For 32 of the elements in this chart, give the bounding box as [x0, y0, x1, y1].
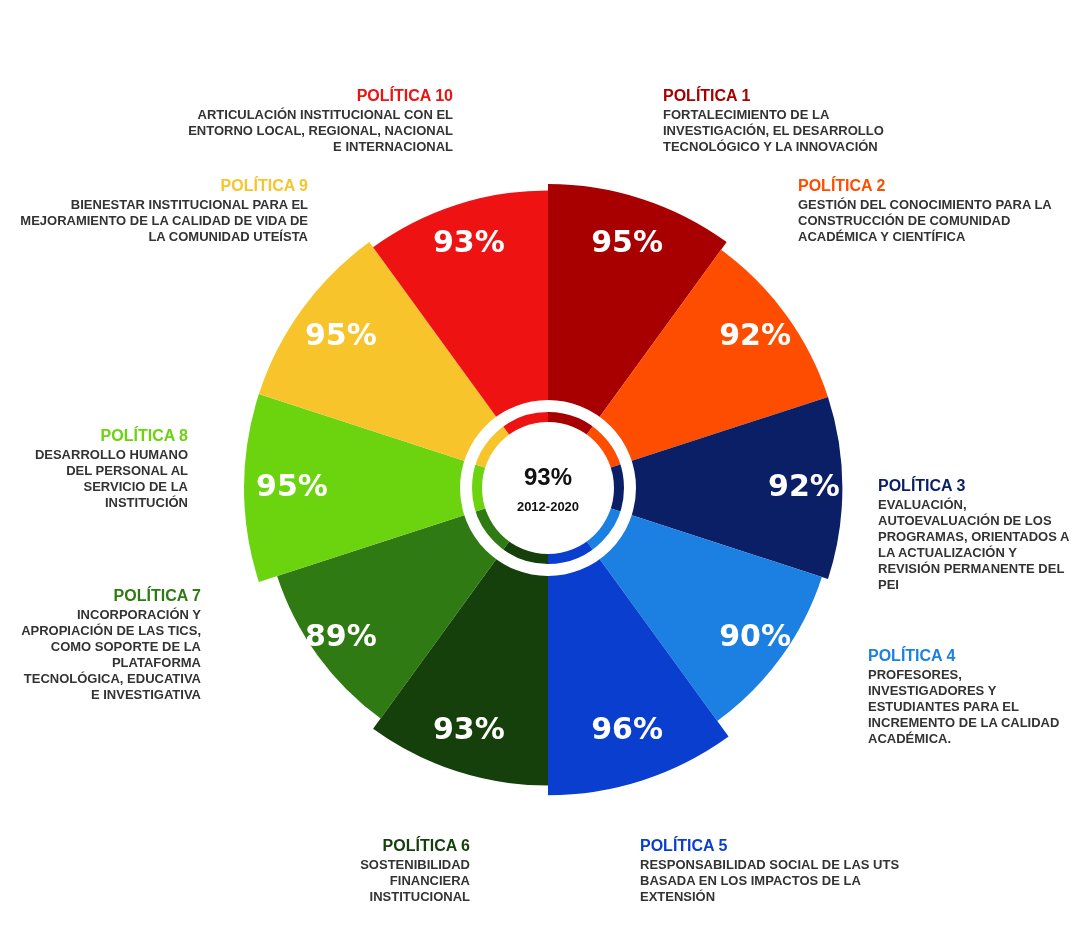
data-label: 93%: [432, 711, 505, 747]
text: DESARROLLO HUMANO DEL PERSONAL AL SERVICIO DE LA INSTITUCIÓN: [33, 447, 188, 511]
data-label: 90%: [719, 618, 792, 654]
category-label: POLÍTICA 10: [355, 87, 453, 104]
category-label: POLÍTICA 1: [663, 87, 752, 104]
text: 2012-2020: [516, 498, 580, 514]
text: 93%: [523, 462, 573, 491]
data-label: 92%: [719, 317, 792, 353]
text: INCORPORACIÓN Y APROPIACIÓN DE LAS TICS, COMO SOPORTE DE LA PLATAFORMA TECNOLÓGICA, EDUCATIVA E INVESTIGATIVA: [20, 607, 201, 703]
data-label: 89%: [304, 618, 377, 654]
data-label: 95%: [256, 467, 328, 503]
data-label: 95%: [591, 224, 664, 260]
text: FORTALECIMIENTO DE LA INVESTIGACIÓN, EL DESARROLLO TECNOLÓGICO Y LA INNOVACIÓN: [663, 107, 885, 155]
text: PROFESORES, INVESTIGADORES Y ESTUDIANTES PARA EL INCREMENTO DE LA CALIDAD ACADÉMICA.: [868, 667, 1061, 747]
data-label: 92%: [768, 467, 840, 503]
data-label: 96%: [591, 711, 664, 747]
category-label: POLÍTICA 8: [99, 427, 188, 444]
category-label: POLÍTICA 5: [640, 837, 729, 854]
text: EVALUACIÓN, AUTOEVALUACIÓN DE LOS PROGRAMAS, ORIENTADOS A LA ACTUALIZACIÓN Y REVISIÓN PERMANENTE DEL PEI: [878, 497, 1070, 593]
category-label: POLÍTICA 3: [878, 477, 967, 494]
category-label: POLÍTICA 2: [798, 177, 887, 194]
text: ARTICULACIÓN INSTITUCIONAL CON EL ENTORNO LOCAL, REGIONAL, NACIONAL E INTERNACIONAL: [187, 107, 453, 155]
data-label: 95%: [304, 317, 377, 353]
category-label: POLÍTICA 6: [381, 837, 470, 854]
text: RESPONSABILIDAD SOCIAL DE LAS UTS BASADA EN LOS IMPACTOS DE LA EXTENSIÓN: [640, 857, 900, 905]
category-label: POLÍTICA 7: [112, 587, 201, 604]
category-label: POLÍTICA 9: [219, 177, 308, 194]
data-label: 93%: [432, 224, 505, 260]
text: GESTIÓN DEL CONOCIMIENTO PARA LA CONSTRUCCIÓN DE COMUNIDAD ACADÉMICA Y CIENTÍFICA: [798, 197, 1053, 245]
text: SOSTENIBILIDAD FINANCIERA INSTITUCIONAL: [359, 857, 470, 905]
category-label: POLÍTICA 4: [868, 647, 957, 664]
text: BIENESTAR INSTITUCIONAL PARA EL MEJORAMIENTO DE LA CALIDAD DE VIDA DE LA COMUNIDAD UTEÍSTA: [19, 197, 308, 245]
